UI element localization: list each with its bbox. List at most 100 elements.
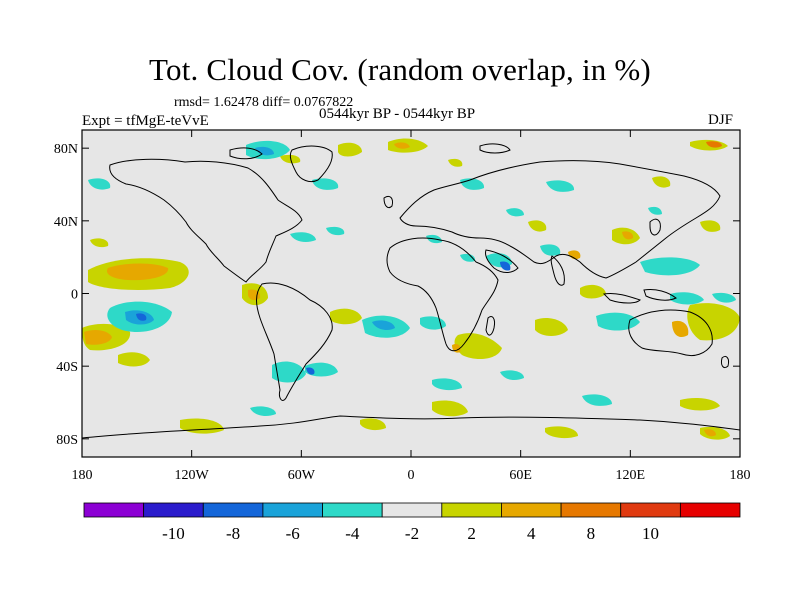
colorbar-labels: -10 -8 -6 -4 -2 2 4 8 10 [162, 524, 659, 543]
coastline [649, 218, 661, 236]
coastline [399, 160, 721, 279]
colorbar-label: -10 [162, 524, 185, 543]
anomaly-patch [712, 292, 736, 303]
anomaly-patch [540, 244, 561, 256]
colorbar-swatch [202, 502, 264, 518]
colorbar-label: -8 [226, 524, 240, 543]
anomaly-patch [545, 426, 578, 439]
colorbar-label: 2 [467, 524, 476, 543]
anomaly-patch [394, 142, 410, 149]
anomaly-patch [622, 231, 634, 240]
y-tick-label: 80N [54, 142, 78, 157]
anomaly-patch [546, 180, 575, 192]
anomaly-patch [500, 370, 524, 380]
x-tick-label: 120W [175, 468, 210, 483]
colorbar-label: 4 [527, 524, 536, 543]
experiment-label: Expt = tfMgE-teVvE [82, 113, 209, 129]
anomaly-patch [255, 146, 274, 156]
colorbar-swatch [322, 502, 383, 518]
colorbar-swatch [83, 502, 145, 518]
plot-title: Tot. Cloud Cov. (random overlap, in %) [149, 52, 651, 87]
anomaly-patch [136, 313, 147, 321]
coastline [229, 147, 263, 160]
anomaly-patch [704, 429, 716, 437]
coastline [289, 145, 333, 183]
anomaly-patch [506, 208, 524, 217]
coastline [383, 195, 393, 209]
x-tick-label: 0 [408, 468, 415, 483]
x-tick-label: 120E [616, 468, 646, 483]
rmsd-diff-stats: rmsd= 1.62478 diff= 0.0767822 [174, 95, 354, 110]
anomaly-patch [448, 158, 463, 167]
anomaly-patch [330, 308, 362, 325]
colorbar-label: -2 [405, 524, 419, 543]
anomaly-patch [338, 142, 362, 157]
y-tick-label: 40S [56, 360, 78, 375]
x-tick-label: 60W [288, 468, 316, 483]
anomaly-patch [90, 238, 109, 248]
anomaly-patch [432, 378, 462, 391]
anomaly-patch [535, 318, 568, 336]
y-tick-label: 0 [71, 288, 78, 303]
season-label: DJF [708, 112, 734, 128]
coastlines [82, 143, 740, 439]
colorbar-label: -6 [286, 524, 300, 543]
coastline [479, 143, 511, 154]
colorbar [83, 502, 741, 518]
anomaly-patch [648, 206, 662, 215]
y-axis: 80N 40N 0 40S 80S [54, 142, 740, 448]
anomaly-patch [582, 394, 612, 406]
y-tick-label: 40N [54, 215, 78, 230]
anomaly-patch [652, 176, 671, 188]
coastline [643, 289, 677, 301]
anomaly-patch [312, 178, 339, 190]
coastline [485, 249, 519, 273]
anomaly-patch [250, 406, 276, 416]
anomaly-patch [706, 141, 722, 148]
coastline [386, 237, 499, 352]
anomaly-patch [680, 398, 720, 411]
anomaly-patch [672, 320, 689, 338]
anomaly-patch [372, 320, 395, 330]
x-axis: 180 120W 60W 0 60E 120E 180 [72, 130, 751, 483]
x-tick-label: 180 [730, 468, 751, 483]
coastline [82, 415, 740, 439]
colorbar-label: -4 [345, 524, 360, 543]
anomaly-patch [360, 418, 386, 431]
anomaly-patch [670, 292, 704, 305]
anomaly-patch [118, 352, 150, 367]
anomaly-patch [326, 226, 345, 236]
colorbar-label: 8 [587, 524, 596, 543]
colorbar-swatch [143, 502, 204, 518]
coastline [256, 282, 333, 401]
coastline [602, 293, 641, 304]
anomaly-patch [528, 220, 547, 232]
colorbar-swatch [560, 502, 622, 518]
map-background [82, 130, 740, 457]
anomaly-patch [432, 400, 468, 417]
anomaly-patch [84, 329, 112, 345]
coastline [550, 255, 565, 286]
colorbar-swatch [381, 502, 443, 518]
period-label: 0544kyr BP - 0544kyr BP [319, 106, 476, 122]
coastline [109, 158, 303, 283]
y-tick-label: 80S [56, 433, 78, 448]
coastline [628, 309, 713, 357]
colorbar-swatch [441, 502, 502, 518]
anomaly-patch [500, 261, 511, 271]
colorbar-swatch [501, 502, 562, 518]
anomaly-patch [280, 154, 301, 164]
anomaly-patch [580, 284, 606, 299]
anomaly-patch [306, 367, 315, 375]
anomaly-patch [640, 257, 700, 276]
anomaly-patch [88, 178, 111, 190]
colorbar-swatch [679, 502, 741, 518]
colorbar-swatch [262, 502, 323, 518]
anomaly-patch [460, 253, 476, 262]
anomaly-patch [700, 220, 721, 232]
x-tick-label: 180 [72, 468, 93, 483]
x-tick-label: 60E [509, 468, 532, 483]
colorbar-swatch [620, 502, 681, 518]
coastline [721, 355, 729, 369]
